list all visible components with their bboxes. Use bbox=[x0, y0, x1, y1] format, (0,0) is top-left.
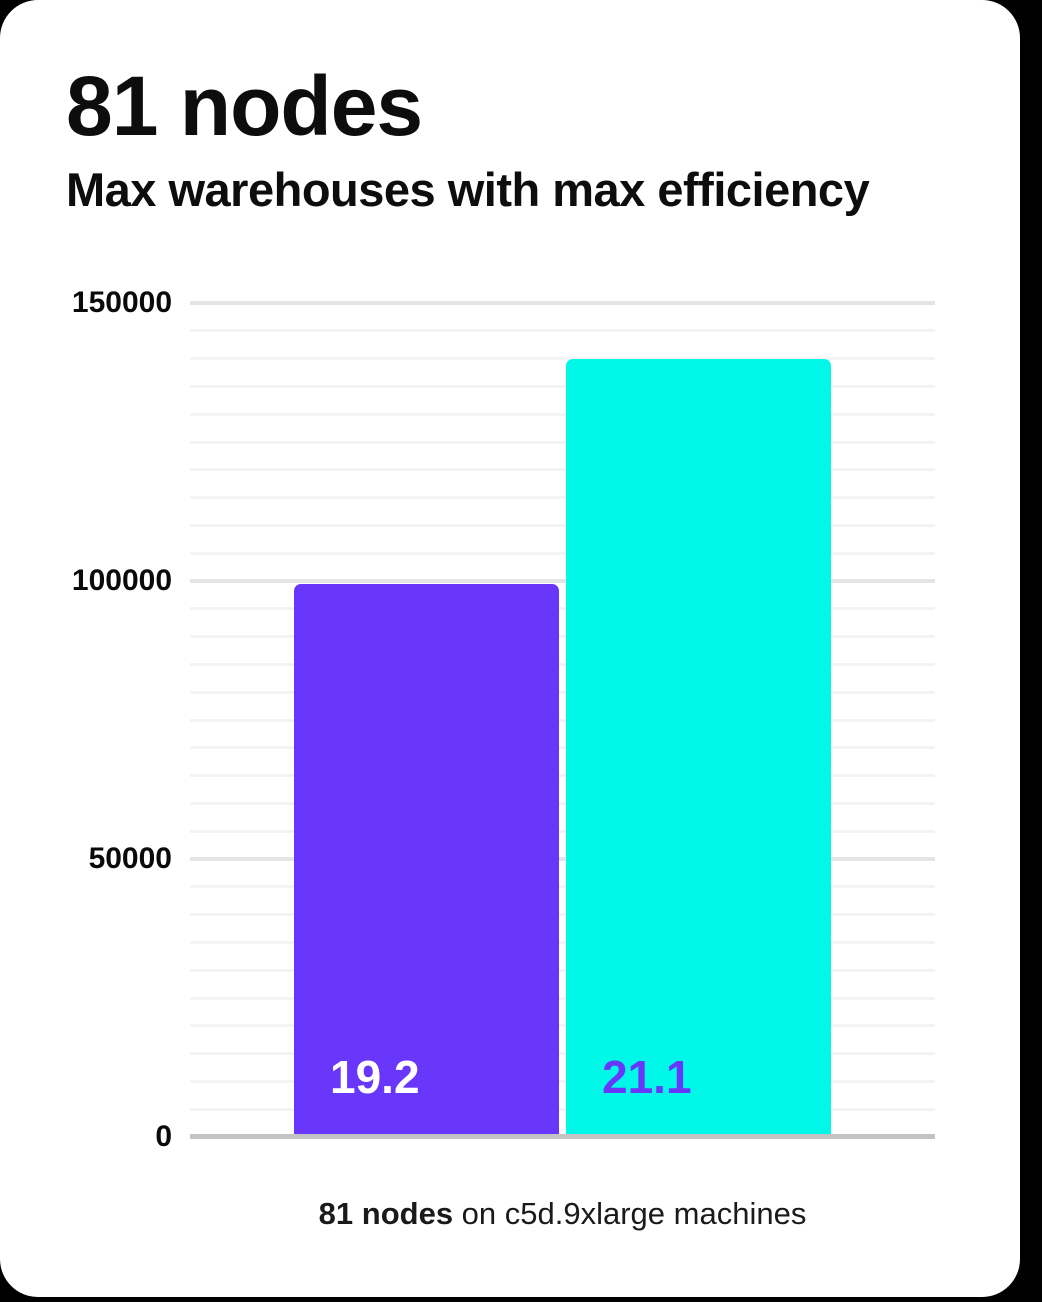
minor-gridline bbox=[190, 523, 935, 527]
minor-gridline bbox=[190, 412, 935, 416]
minor-gridline bbox=[190, 496, 935, 500]
major-gridline bbox=[190, 857, 935, 861]
minor-gridline bbox=[190, 885, 935, 889]
chart-card: 81 nodes Max warehouses with max efficie… bbox=[0, 0, 1020, 1297]
caption-bold-text: 81 nodes bbox=[318, 1196, 454, 1231]
chart-caption: 81 nodes on c5d.9xlarge machines bbox=[190, 1196, 935, 1232]
bar: 21.1 bbox=[566, 358, 831, 1134]
bar-chart: 0 50000 100000 150000 19.2 21.1 bbox=[71, 286, 935, 1153]
minor-gridline bbox=[190, 1079, 935, 1083]
major-gridline bbox=[190, 579, 935, 583]
minor-gridline bbox=[190, 746, 935, 750]
y-tick-label: 100000 bbox=[71, 564, 172, 597]
minor-gridline bbox=[190, 690, 935, 694]
y-tick-label: 50000 bbox=[88, 842, 172, 875]
minor-gridline bbox=[190, 829, 935, 833]
caption-regular-text: on c5d.9xlarge machines bbox=[453, 1196, 807, 1231]
minor-gridline bbox=[190, 913, 935, 917]
minor-gridline bbox=[190, 440, 935, 444]
minor-gridline bbox=[190, 1107, 935, 1111]
bar-value-label: 21.1 bbox=[602, 1050, 692, 1103]
chart-subtitle: Max warehouses with max efficiency bbox=[66, 163, 870, 216]
minor-gridline bbox=[190, 329, 935, 333]
minor-gridline bbox=[190, 1052, 935, 1056]
bar-value-label: 19.2 bbox=[330, 1050, 420, 1103]
minor-gridline bbox=[190, 384, 935, 388]
major-gridline bbox=[190, 301, 935, 305]
minor-gridline bbox=[190, 940, 935, 944]
chart-title: 81 nodes bbox=[66, 59, 423, 153]
minor-gridline bbox=[190, 357, 935, 361]
minor-gridline bbox=[190, 774, 935, 778]
minor-gridline bbox=[190, 968, 935, 972]
y-tick-label: 150000 bbox=[71, 286, 172, 319]
bar: 19.2 bbox=[294, 583, 559, 1134]
minor-gridline bbox=[190, 996, 935, 1000]
minor-gridline bbox=[190, 607, 935, 611]
minor-gridline bbox=[190, 551, 935, 555]
minor-gridline bbox=[190, 718, 935, 722]
minor-gridline bbox=[190, 662, 935, 666]
y-tick-label: 0 bbox=[155, 1120, 172, 1153]
minor-gridline bbox=[190, 635, 935, 639]
minor-gridline bbox=[190, 468, 935, 472]
x-axis-line bbox=[190, 1134, 935, 1139]
minor-gridline bbox=[190, 801, 935, 805]
minor-gridline bbox=[190, 1024, 935, 1028]
